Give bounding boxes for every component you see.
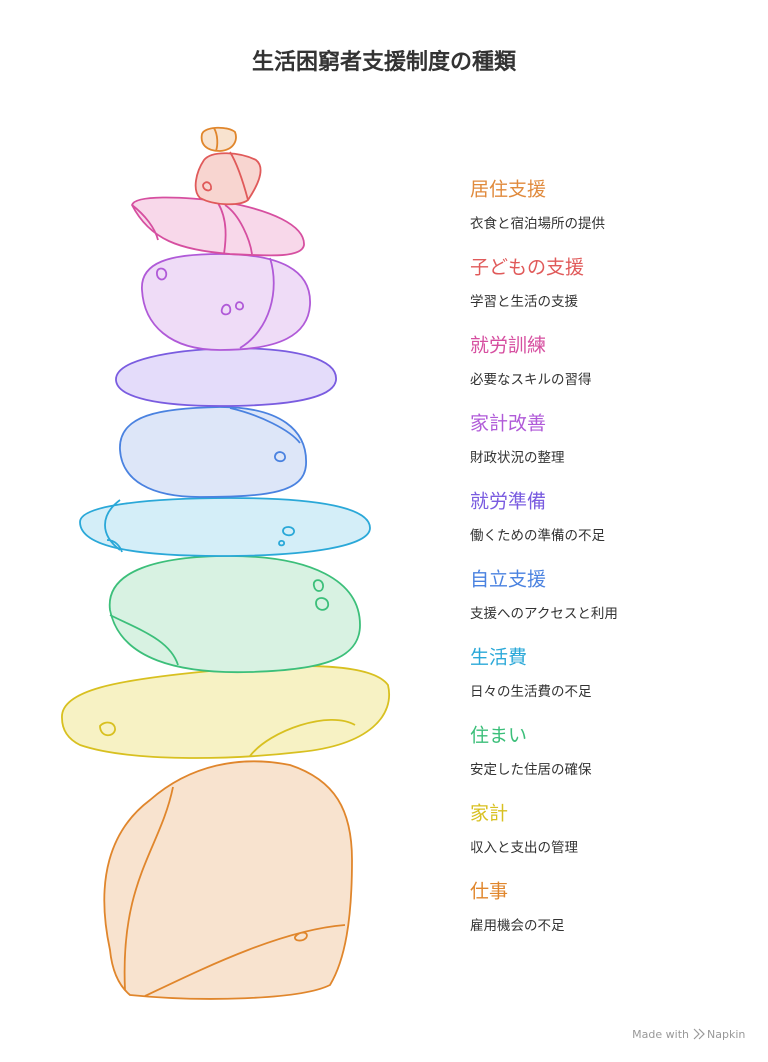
stone [141, 253, 311, 351]
labels: 居住支援衣食と宿泊場所の提供子どもの支援学習と生活の支援就労訓練必要なスキルの習… [470, 179, 618, 935]
item-description: 日々の生活費の不足 [470, 684, 592, 700]
title: 生活困窮者支援制度の種類 [252, 49, 517, 75]
stone-line [99, 718, 356, 757]
item-label: 就労訓練 [470, 335, 546, 357]
item-description: 衣食と宿泊場所の提供 [470, 215, 605, 232]
stone [200, 126, 237, 152]
item-label: 自立支援 [470, 569, 546, 591]
stone [115, 347, 337, 407]
item-description: 雇用機会の不足 [470, 917, 565, 934]
stone-line [202, 151, 249, 201]
stone-line [156, 257, 275, 349]
item-label: 生活費 [470, 647, 527, 669]
item-description: 収入と支出の管理 [470, 840, 578, 856]
item-label: 仕事 [470, 881, 508, 903]
stone [61, 665, 390, 759]
item-description: 安定した住居の確保 [470, 762, 592, 778]
item-description: 財政状況の整理 [470, 450, 565, 466]
footer-made-with: Made with [632, 1028, 689, 1041]
stone-line [213, 127, 219, 152]
footer-logo [693, 1028, 705, 1040]
stone [103, 760, 353, 1000]
item-label: 住まい [470, 725, 527, 747]
item-label: 子どもの支援 [470, 257, 584, 279]
stone [194, 152, 262, 206]
item-description: 働くための準備の不足 [470, 528, 605, 544]
item-label: 家計改善 [470, 413, 546, 435]
item-label: 居住支援 [470, 179, 546, 201]
item-label: 家計 [470, 803, 508, 825]
stone [79, 497, 371, 557]
stone-line [109, 579, 329, 666]
stone-line [229, 407, 301, 463]
item-description: 学習と生活の支援 [470, 294, 578, 310]
stone [108, 555, 361, 674]
footer-brand: Napkin [707, 1028, 745, 1041]
stone [131, 196, 305, 257]
item-description: 支援へのアクセスと利用 [470, 606, 618, 622]
stone-line [104, 499, 295, 553]
stone-line [131, 202, 253, 255]
item-description: 必要なスキルの習得 [470, 371, 592, 388]
item-label: 就労準備 [470, 491, 546, 513]
stone-line [123, 786, 346, 997]
stone [119, 406, 307, 498]
stones [61, 126, 390, 1000]
